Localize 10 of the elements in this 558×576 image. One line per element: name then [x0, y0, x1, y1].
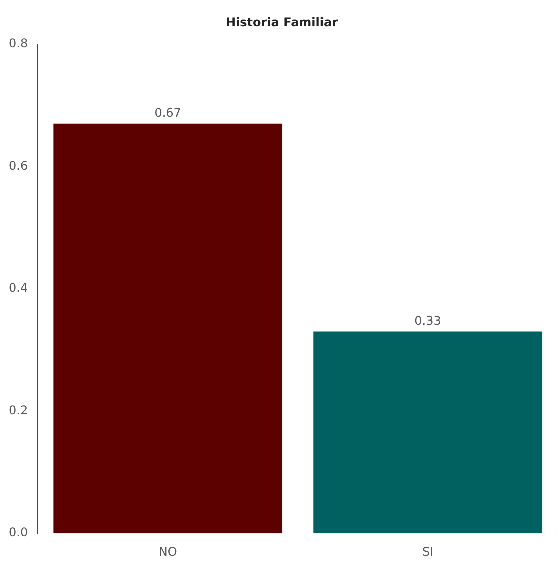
data-label: 0.67 [154, 106, 182, 120]
chart-title: Historia Familiar [226, 15, 338, 30]
x-tick-label: NO [158, 544, 178, 559]
data-label: 0.33 [414, 314, 442, 328]
y-tick-label: 0.8 [8, 36, 28, 51]
y-tick-label: 0.2 [8, 403, 28, 418]
y-tick-label: 0.0 [8, 526, 28, 540]
y-tick-label: 0.4 [8, 281, 28, 296]
y-tick-label: 0.6 [8, 158, 28, 173]
x-tick-label: SI [422, 544, 434, 559]
